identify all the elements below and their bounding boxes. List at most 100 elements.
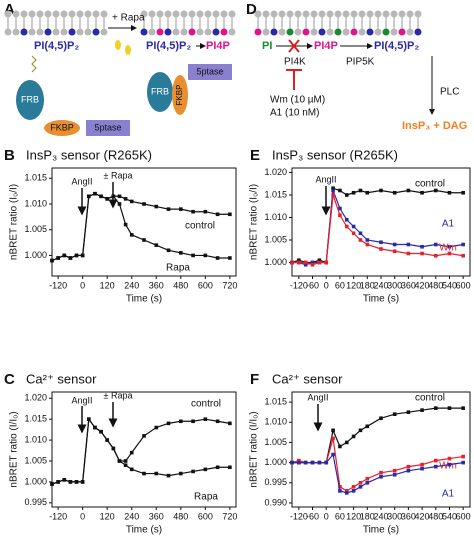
x-tick-label: 420 <box>415 511 430 521</box>
chart-title: Ca²⁺ sensor <box>272 371 343 386</box>
lipid-head <box>390 28 398 36</box>
lipid-head <box>286 10 294 18</box>
data-point <box>154 204 159 209</box>
x-tick-label: 60 <box>335 280 345 290</box>
data-point <box>111 446 116 451</box>
data-point <box>420 466 424 471</box>
data-point <box>62 253 67 258</box>
lipid-head <box>398 28 406 36</box>
series-label: Wm <box>439 243 457 254</box>
series-line <box>51 417 230 485</box>
data-point <box>117 202 122 206</box>
data-point <box>392 249 397 254</box>
data-point <box>228 256 232 260</box>
lipid-head <box>228 28 236 36</box>
data-point <box>392 412 397 416</box>
lipid-head <box>188 10 196 18</box>
x-axis-label: Time (s) <box>126 294 162 305</box>
lipid-head <box>374 28 382 36</box>
y-tick-label: 1.015 <box>24 173 47 183</box>
membrane <box>254 10 422 36</box>
lipid-label: PI <box>262 40 272 52</box>
lipid-head <box>382 10 390 18</box>
annotation: AngII <box>71 395 92 405</box>
y-tick-label: 0.995 <box>264 477 287 487</box>
annotation: ± Rapa <box>104 170 133 180</box>
data-point <box>129 467 134 472</box>
series-line <box>51 417 230 485</box>
data-point <box>129 233 134 237</box>
lipid-head <box>318 10 326 18</box>
data-point <box>228 465 232 470</box>
data-point <box>447 406 452 410</box>
x-tick-label: -120 <box>49 280 67 290</box>
data-point <box>99 429 103 434</box>
data-point <box>392 472 397 477</box>
data-point <box>392 242 397 247</box>
data-point <box>154 425 159 430</box>
lipid-head <box>196 10 204 18</box>
panel-letter: E <box>250 147 260 164</box>
data-point <box>68 480 73 484</box>
data-point <box>344 224 349 229</box>
y-tick-label: 1.015 <box>264 396 287 406</box>
annotation: AngII <box>307 392 328 402</box>
lipid-head <box>12 28 20 36</box>
rapamycin <box>115 40 121 50</box>
data-point <box>166 248 171 253</box>
lipid-head <box>406 10 414 18</box>
plot-frame <box>51 391 237 508</box>
x-tick-label: 480 <box>173 280 188 290</box>
lipid-head <box>350 10 358 18</box>
y-tick-label: 1.000 <box>24 250 47 260</box>
data-point <box>154 243 159 247</box>
y-tick-label: 1.015 <box>264 189 287 199</box>
x-tick-label: -120 <box>290 511 308 521</box>
annotation: ± Rapa <box>104 390 133 400</box>
y-axis-label: nBRET ratio (I/I₀) <box>249 411 260 487</box>
y-tick-label: 1.000 <box>264 257 287 267</box>
x-axis-label: Time (s) <box>126 525 162 536</box>
data-point <box>74 480 79 484</box>
y-tick-label: 1.010 <box>264 212 287 222</box>
x-tick-label: 180 <box>360 280 375 290</box>
lipid-head <box>310 10 318 18</box>
lipid-head <box>350 28 358 36</box>
y-tick-label: 1.010 <box>24 434 47 444</box>
lipid-head <box>302 10 310 18</box>
data-point <box>344 440 349 445</box>
lipid-head <box>406 28 414 36</box>
lipid-head <box>196 28 204 36</box>
x-tick-label: 360 <box>149 511 164 521</box>
lipid-head <box>374 10 382 18</box>
series-label: A1 <box>442 489 455 500</box>
y-tick-label: 1.000 <box>24 476 47 486</box>
y-tick-label: 1.010 <box>24 198 47 208</box>
lipid-head <box>270 28 278 36</box>
x-tick-label: 120 <box>346 280 361 290</box>
data-point <box>317 260 322 265</box>
data-point <box>228 212 232 217</box>
y-tick-label: 1.020 <box>24 393 47 403</box>
products-label: InsP₃ + DAG <box>402 120 467 132</box>
y-tick-label: 1.005 <box>264 437 287 447</box>
lipid-head <box>164 10 172 18</box>
data-point <box>433 253 438 258</box>
data-point <box>331 452 335 457</box>
data-point <box>379 474 383 479</box>
data-point <box>93 425 97 430</box>
panel-letter: D <box>246 1 257 18</box>
lipid-head <box>262 10 270 18</box>
data-point <box>191 469 195 474</box>
data-point <box>228 421 232 426</box>
lipid-head <box>156 10 164 18</box>
series-label: control <box>415 179 445 190</box>
ptase <box>188 64 232 80</box>
data-point <box>215 465 220 470</box>
data-point <box>351 489 356 493</box>
lipid-head <box>302 28 310 36</box>
x-tick-label: 360 <box>149 280 164 290</box>
lipid-head <box>92 28 100 36</box>
data-point <box>433 188 438 193</box>
data-point <box>447 462 452 467</box>
